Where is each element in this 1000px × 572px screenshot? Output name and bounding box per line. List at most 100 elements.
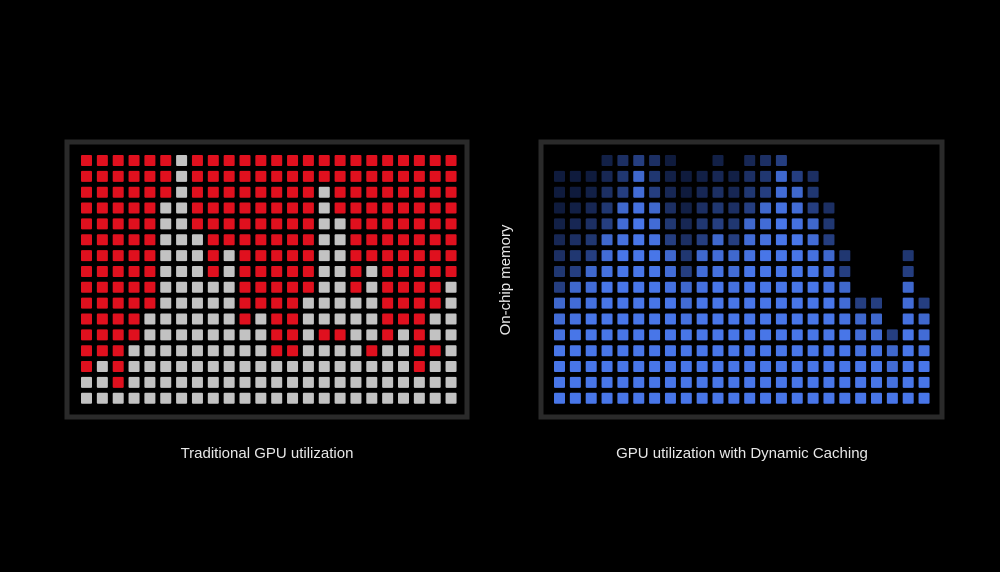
allocated-cell: [239, 170, 251, 182]
memory-cell: [744, 345, 756, 357]
used-cell: [318, 361, 330, 373]
allocated-cell: [144, 297, 156, 309]
allocated-cell: [287, 281, 299, 293]
allocated-cell: [239, 250, 251, 262]
used-cell: [334, 313, 346, 325]
allocated-cell: [271, 345, 283, 357]
used-cell: [366, 361, 378, 373]
used-cell: [398, 329, 409, 341]
allocated-cell: [413, 281, 425, 293]
allocated-cell: [350, 155, 362, 166]
used-cell: [429, 376, 441, 388]
memory-cell: [871, 329, 882, 341]
memory-cell: [855, 392, 867, 404]
memory-cell: [617, 265, 629, 277]
used-cell: [176, 376, 188, 388]
memory-cell: [601, 265, 613, 277]
allocated-cell: [382, 329, 394, 341]
memory-cell: [649, 202, 661, 214]
allocated-cell: [413, 265, 425, 277]
used-cell: [350, 392, 362, 404]
memory-cell: [728, 202, 740, 214]
memory-cell: [760, 234, 772, 246]
used-cell: [398, 376, 409, 388]
memory-cell: [760, 297, 772, 309]
memory-cell: [839, 392, 851, 404]
allocated-cell: [112, 281, 124, 293]
allocated-cell: [128, 155, 140, 166]
memory-cell: [617, 345, 629, 357]
left-panel-frame: [64, 139, 470, 420]
memory-cell: [601, 186, 613, 198]
memory-cell: [744, 202, 756, 214]
memory-cell: [886, 392, 898, 404]
allocated-cell: [382, 155, 394, 166]
right-caption: GPU utilization with Dynamic Caching: [616, 445, 868, 462]
allocated-cell: [413, 202, 425, 214]
allocated-cell: [429, 202, 441, 214]
allocated-cell: [429, 218, 441, 230]
used-cell: [334, 376, 346, 388]
memory-cell: [775, 376, 787, 388]
allocated-cell: [207, 265, 219, 277]
allocated-cell: [382, 234, 394, 246]
memory-cell: [775, 281, 787, 293]
allocated-cell: [287, 218, 299, 230]
memory-cell: [664, 186, 676, 198]
memory-cell: [760, 202, 772, 214]
allocated-cell: [413, 329, 425, 341]
memory-cell: [617, 218, 629, 230]
memory-cell: [712, 376, 724, 388]
allocated-cell: [413, 313, 425, 325]
used-cell: [223, 281, 235, 293]
memory-cell: [791, 361, 803, 373]
memory-cell: [823, 202, 835, 214]
memory-cell: [918, 297, 930, 309]
allocated-cell: [413, 234, 425, 246]
memory-cell: [554, 250, 565, 262]
allocated-cell: [382, 250, 394, 262]
memory-cell: [601, 202, 613, 214]
memory-cell: [664, 392, 676, 404]
memory-cell: [728, 281, 740, 293]
allocated-cell: [398, 297, 409, 309]
memory-cell: [775, 361, 787, 373]
memory-cell: [554, 376, 565, 388]
memory-cell: [823, 234, 835, 246]
used-cell: [429, 329, 441, 341]
allocated-cell: [239, 281, 251, 293]
used-cell: [176, 313, 188, 325]
used-cell: [176, 361, 188, 373]
used-cell: [191, 250, 203, 262]
memory-cell: [823, 376, 835, 388]
memory-cell: [617, 361, 629, 373]
used-cell: [191, 265, 203, 277]
memory-cell: [807, 265, 819, 277]
memory-cell: [680, 345, 692, 357]
used-cell: [191, 376, 203, 388]
allocated-cell: [191, 218, 203, 230]
allocated-cell: [239, 202, 251, 214]
allocated-cell: [445, 170, 457, 182]
memory-cell: [569, 186, 581, 198]
used-cell: [191, 234, 203, 246]
memory-cell: [712, 313, 724, 325]
memory-cell: [680, 202, 692, 214]
used-cell: [223, 329, 235, 341]
memory-cell: [791, 376, 803, 388]
used-cell: [318, 202, 330, 214]
memory-cell: [744, 250, 756, 262]
memory-cell: [585, 345, 597, 357]
memory-cell: [601, 376, 613, 388]
memory-cell: [728, 186, 740, 198]
allocated-cell: [334, 170, 346, 182]
used-cell: [239, 361, 251, 373]
memory-cell: [569, 345, 581, 357]
used-cell: [239, 345, 251, 357]
memory-cell: [569, 361, 581, 373]
used-cell: [287, 392, 299, 404]
used-cell: [287, 361, 299, 373]
allocated-cell: [429, 250, 441, 262]
used-cell: [334, 234, 346, 246]
